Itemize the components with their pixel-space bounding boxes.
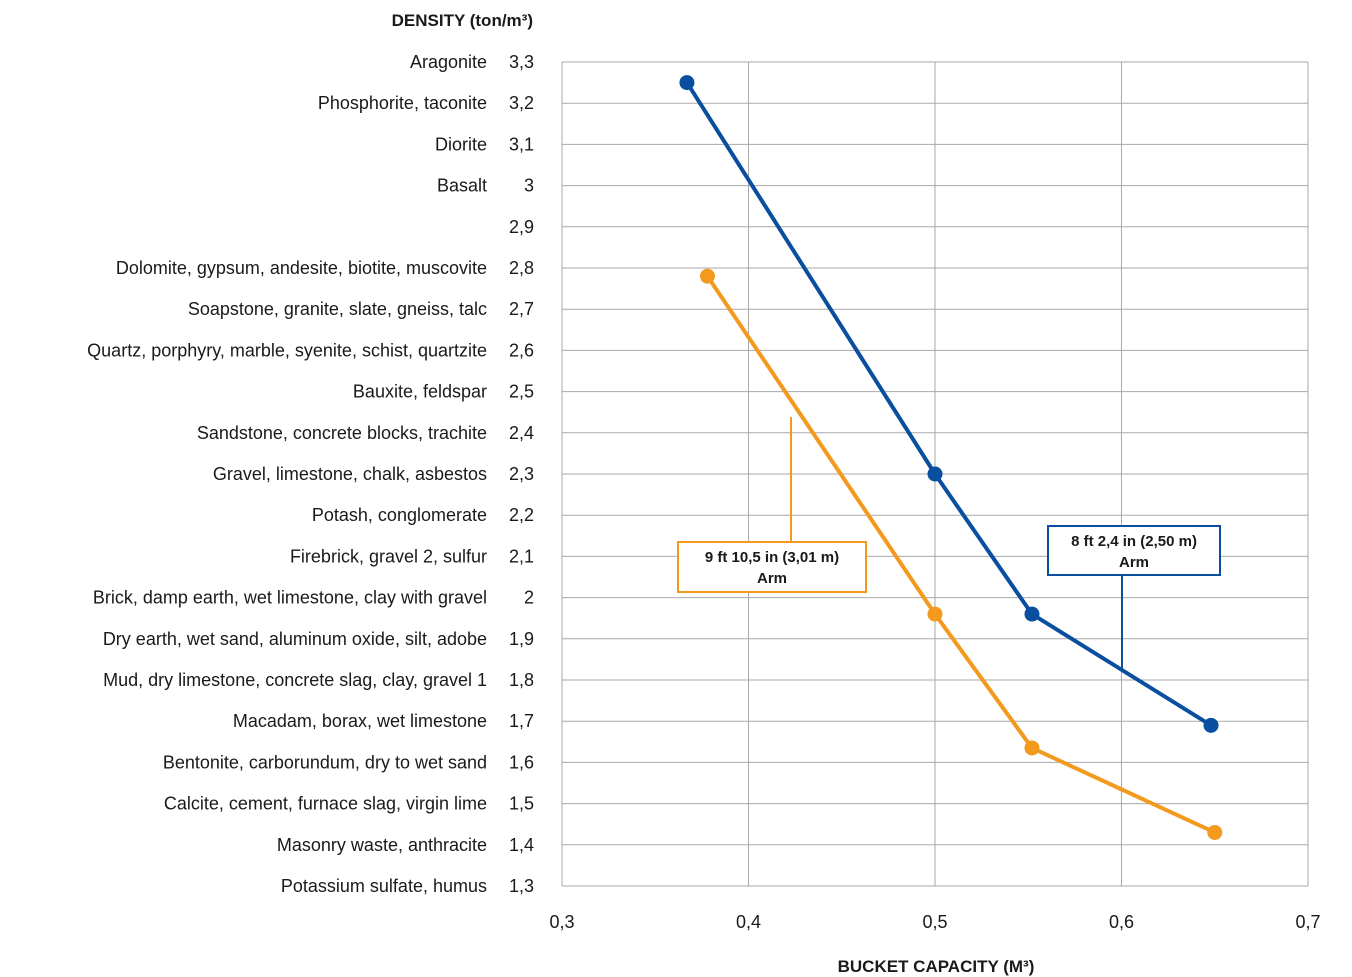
y-tick-label: 2,8 — [509, 258, 534, 278]
y-tick-label: 2,4 — [509, 423, 534, 443]
y-tick-label: 2,7 — [509, 299, 534, 319]
y-tick-label: 2,2 — [509, 505, 534, 525]
grid — [561, 61, 1309, 887]
series-line-1 — [685, 81, 1213, 728]
material-label: Phosphorite, taconite — [318, 93, 487, 113]
y-tick-label: 3,3 — [509, 52, 534, 72]
y-tick-label: 1,4 — [509, 835, 534, 855]
material-label: Firebrick, gravel 2, sulfur — [290, 546, 487, 566]
material-label: Masonry waste, anthracite — [277, 835, 487, 855]
material-label: Potash, conglomerate — [312, 505, 487, 525]
material-label: Quartz, porphyry, marble, syenite, schis… — [87, 340, 487, 360]
y-tick-label: 3,2 — [509, 93, 534, 113]
annotations: 8 ft 2,4 in (2,50 m) Arm 9 ft 10,5 in (3,0… — [677, 417, 1221, 672]
series-label-line2: Arm — [1119, 554, 1149, 571]
x-tick-label: 0,4 — [736, 912, 761, 932]
y-tick-label: 1,7 — [509, 711, 534, 731]
material-label: Calcite, cement, furnace slag, virgin li… — [164, 794, 487, 814]
x-tick-label: 0,5 — [922, 912, 947, 932]
y-tick-label: 2,3 — [509, 464, 534, 484]
data-point — [927, 466, 943, 482]
series-line-2 — [705, 275, 1216, 835]
data-point — [1207, 824, 1223, 840]
y-tick-label: 1,8 — [509, 670, 534, 690]
series-label-line1: 9 ft 10,5 in (3,01 m) — [705, 549, 839, 566]
material-label: Aragonite — [410, 52, 487, 72]
material-label: Soapstone, granite, slate, gneiss, talc — [188, 299, 487, 319]
data-point — [679, 75, 695, 91]
series-label-line2: Arm — [757, 570, 787, 587]
data-point — [1024, 740, 1040, 756]
series-layer — [679, 75, 1223, 840]
y-tick-label: 1,5 — [509, 794, 534, 814]
data-point — [699, 268, 715, 284]
y-tick-label: 3 — [524, 176, 534, 196]
y-tick-label: 1,9 — [509, 629, 534, 649]
y-tick-label: 2,1 — [509, 546, 534, 566]
x-tick-label: 0,3 — [549, 912, 574, 932]
material-label: Potassium sulfate, humus — [281, 876, 487, 896]
y-tick-label: 1,3 — [509, 876, 534, 896]
material-label: Bauxite, feldspar — [353, 382, 487, 402]
material-label: Basalt — [437, 176, 487, 196]
material-label: Diorite — [435, 134, 487, 154]
y-tick-label: 2,5 — [509, 382, 534, 402]
y-tick-label: 3,1 — [509, 134, 534, 154]
material-label: Dry earth, wet sand, aluminum oxide, sil… — [103, 629, 487, 649]
y-axis-title: DENSITY (ton/m³) — [392, 11, 533, 30]
data-point — [927, 606, 943, 622]
y-tick-label: 2,6 — [509, 340, 534, 360]
y-tick-label: 2 — [524, 588, 534, 608]
y-tick-label: 1,6 — [509, 752, 534, 772]
material-label: Brick, damp earth, wet limestone, clay w… — [93, 588, 487, 608]
material-label: Dolomite, gypsum, andesite, biotite, mus… — [116, 258, 487, 278]
series-label-line1: 8 ft 2,4 in (2,50 m) — [1071, 533, 1197, 550]
material-label: Macadam, borax, wet limestone — [233, 711, 487, 731]
material-label: Sandstone, concrete blocks, trachite — [197, 423, 487, 443]
material-label: Gravel, limestone, chalk, asbestos — [213, 464, 487, 484]
material-label: Mud, dry limestone, concrete slag, clay,… — [103, 670, 487, 690]
data-point — [1024, 606, 1040, 622]
material-label: Bentonite, carborundum, dry to wet sand — [163, 752, 487, 772]
y-tick-label: 2,9 — [509, 217, 534, 237]
series-label-box — [1047, 525, 1221, 576]
y-axis-ticks: 3,3 Aragonite 3,2 Phosphorite, taconite 3,1 D… — [87, 52, 534, 896]
x-tick-label: 0,7 — [1295, 912, 1320, 932]
data-point — [1203, 717, 1219, 733]
x-axis-title: BUCKET CAPACITY (M³) — [838, 957, 1035, 976]
series-label-box — [677, 541, 867, 593]
x-axis-ticks: 0,3 0,4 0,5 0,6 0,7 — [549, 912, 1320, 932]
x-tick-label: 0,6 — [1109, 912, 1134, 932]
